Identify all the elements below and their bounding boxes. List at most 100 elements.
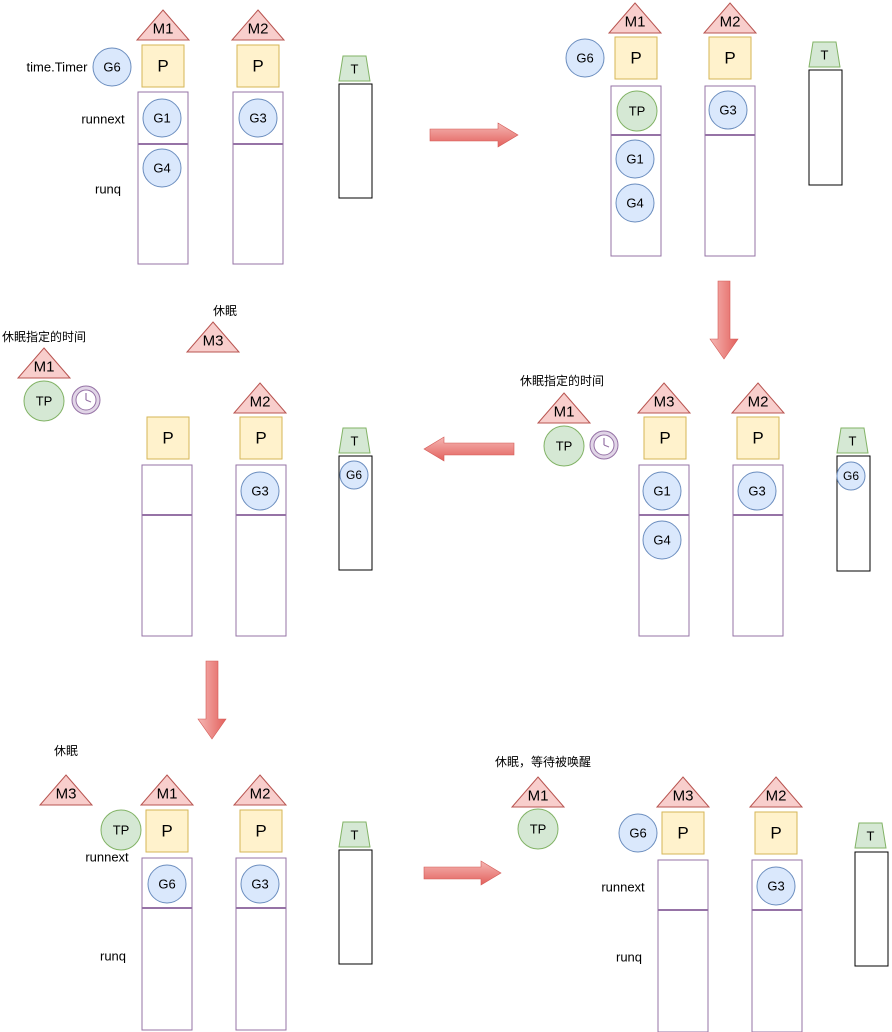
thread-label: M1 <box>554 404 575 421</box>
goroutine-g3: G3 <box>240 864 280 904</box>
thread-label: M2 <box>248 21 269 38</box>
runq-label: runq <box>95 182 121 197</box>
thread-label: M1 <box>153 21 174 38</box>
goroutine-label: TP <box>530 822 547 837</box>
sleep-label: 休眠指定的时间 <box>520 373 604 388</box>
processor-label: P <box>677 824 688 843</box>
goroutine-label: TP <box>113 823 130 838</box>
thread-label: M2 <box>766 788 787 805</box>
goroutine-label: G4 <box>626 196 643 211</box>
timer-queue: T <box>338 427 373 571</box>
thread-m3: M3 <box>185 321 241 353</box>
thread-label: M3 <box>203 333 224 350</box>
processor-p: P <box>754 811 798 855</box>
goroutine-label: G6 <box>576 51 593 66</box>
run-queue <box>657 859 709 1032</box>
processor-label: P <box>630 49 641 68</box>
goroutine-g6: G6 <box>339 460 369 490</box>
goroutine-g3: G3 <box>708 90 748 130</box>
thread-label: M1 <box>34 359 55 376</box>
goroutine-label: G1 <box>153 111 170 126</box>
goroutine-label: G3 <box>251 877 268 892</box>
run-queue <box>704 85 756 257</box>
run-queue <box>141 464 193 637</box>
timer-queue: T <box>808 41 843 186</box>
thread-label: M2 <box>720 14 741 31</box>
goroutine-g4: G4 <box>642 520 682 560</box>
processor-label: P <box>659 429 670 448</box>
processor-p: P <box>146 416 190 460</box>
thread-m2: M2 <box>748 776 804 808</box>
goroutine-g6: G6 <box>147 864 187 904</box>
goroutine-tp: TP <box>517 808 559 850</box>
runnext-label: runnext <box>601 880 645 895</box>
run-queue <box>232 91 284 265</box>
runnext-label: runnext <box>81 112 125 127</box>
thread-m2: M2 <box>230 9 286 41</box>
processor-p: P <box>736 416 780 460</box>
processor-p: P <box>145 809 189 853</box>
thread-m2: M2 <box>232 382 288 414</box>
goroutine-label: G1 <box>626 152 643 167</box>
thread-m1: M1 <box>510 776 566 808</box>
processor-label: P <box>770 824 781 843</box>
runq-label: runq <box>616 950 642 965</box>
thread-label: M2 <box>250 394 271 411</box>
thread-label: M3 <box>654 394 675 411</box>
run-queue <box>732 464 784 637</box>
processor-label: P <box>252 57 263 76</box>
goroutine-g4: G4 <box>142 148 182 188</box>
thread-label: M2 <box>748 394 769 411</box>
thread-m1: M1 <box>135 9 191 41</box>
run-queue <box>638 464 690 637</box>
goroutine-g3: G3 <box>737 471 777 511</box>
timer-queue-label: T <box>821 48 829 63</box>
run-queue <box>610 85 662 257</box>
processor-label: P <box>724 49 735 68</box>
processor-p: P <box>643 416 687 460</box>
thread-label: M1 <box>528 788 549 805</box>
goroutine-g6: G6 <box>92 47 132 87</box>
sleep-label: 休眠指定的时间 <box>2 329 86 344</box>
goroutine-label: G4 <box>153 161 170 176</box>
goroutine-tp: TP <box>543 425 585 467</box>
processor-label: P <box>255 822 266 841</box>
goroutine-label: G6 <box>629 826 646 841</box>
processor-label: P <box>162 429 173 448</box>
goroutine-g3: G3 <box>756 866 796 906</box>
thread-m1: M1 <box>607 2 663 34</box>
goroutine-label: G3 <box>748 484 765 499</box>
processor-label: P <box>752 429 763 448</box>
runq-label: runq <box>100 949 126 964</box>
goroutine-label: G6 <box>346 468 362 482</box>
processor-p: P <box>661 811 705 855</box>
goroutine-g1: G1 <box>142 98 182 138</box>
processor-p: P <box>614 36 658 80</box>
thread-m1: M1 <box>536 392 592 424</box>
processor-label: P <box>157 57 168 76</box>
sleep-label: 休眠 <box>213 304 237 318</box>
goroutine-label: TP <box>556 439 573 454</box>
processor-p: P <box>239 416 283 460</box>
timer-queue-label: T <box>867 829 875 844</box>
goroutine-label: TP <box>629 104 646 119</box>
goroutine-label: TP <box>36 394 53 409</box>
goroutine-g3: G3 <box>240 471 280 511</box>
run-queue <box>235 464 287 637</box>
goroutine-g1: G1 <box>615 139 655 179</box>
run-queue <box>141 857 193 1031</box>
thread-label: M3 <box>56 786 77 803</box>
run-queue <box>751 859 803 1032</box>
processor-p: P <box>708 36 752 80</box>
runnext-label: runnext <box>85 850 129 865</box>
thread-label: M1 <box>157 786 178 803</box>
transition-arrow-icon <box>429 122 519 148</box>
transition-arrow-icon <box>709 280 739 360</box>
processor-label: P <box>255 429 266 448</box>
goroutine-label: G6 <box>158 877 175 892</box>
goroutine-g6: G6 <box>836 461 866 491</box>
timer-queue: T <box>836 427 871 572</box>
transition-arrow-icon <box>423 860 502 886</box>
processor-label: P <box>161 822 172 841</box>
goroutine-label: G3 <box>719 103 736 118</box>
